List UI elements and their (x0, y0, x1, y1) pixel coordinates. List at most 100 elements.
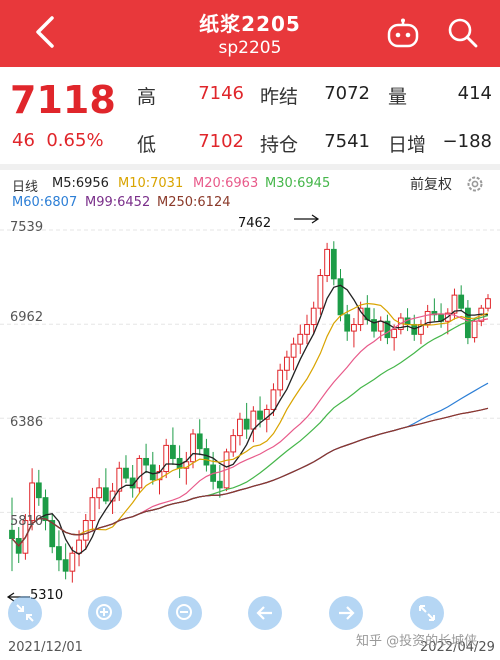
candle-body (451, 294, 458, 314)
ma5-line (11, 284, 489, 555)
zoom-out-button[interactable] (8, 596, 42, 630)
zoom-in-icon (96, 604, 112, 620)
open-interest-label: 持仓 (260, 134, 299, 156)
robot-icon[interactable] (386, 18, 420, 48)
volume-value: 414 (457, 83, 492, 104)
restore-toggle[interactable]: 前复权 (410, 177, 452, 193)
zoom-out-icon (176, 604, 192, 620)
candle-body (263, 408, 270, 420)
pan-right-button[interactable] (329, 596, 363, 630)
candle-body (351, 324, 357, 332)
candlestick-chart[interactable] (0, 212, 500, 632)
ma250-line (11, 407, 489, 547)
candle-body (136, 457, 143, 489)
zoom-in-button[interactable] (88, 596, 122, 630)
candle-body (42, 497, 49, 522)
candle-body (62, 559, 69, 572)
candle-body (123, 467, 129, 479)
candle-body (337, 278, 344, 316)
ma10-line (11, 302, 489, 547)
ma99-label: M99:6452 (85, 195, 151, 210)
candle-body (102, 487, 109, 502)
candle-body (297, 333, 304, 345)
high-value: 7146 (198, 83, 244, 104)
candle-body (310, 307, 317, 326)
expand-icon (419, 605, 435, 621)
search-icon[interactable] (446, 16, 480, 50)
high-label: 高 (137, 86, 157, 108)
back-arrow-icon[interactable] (30, 14, 60, 50)
candle-body (377, 320, 384, 332)
candle-body (250, 410, 257, 430)
change-value: 46 (12, 130, 35, 151)
divider (0, 164, 500, 170)
y-tick-label: 6962 (10, 310, 44, 325)
candle-body (277, 369, 284, 391)
candle-body (56, 546, 62, 561)
last-price: 7118 (10, 78, 116, 122)
pan-left-button[interactable] (248, 596, 282, 630)
page-title: 纸浆2205 (199, 12, 301, 36)
candle-body (29, 482, 36, 522)
candle-body (391, 328, 398, 339)
period-label[interactable]: 日线 (12, 180, 39, 195)
ma20-line (11, 313, 489, 547)
x-start-date: 2021/12/01 (8, 640, 83, 655)
candle-body (196, 433, 203, 450)
zoom-reduce-button[interactable] (168, 596, 202, 630)
candle-body (190, 433, 196, 463)
ma30-line (11, 314, 489, 547)
arrow-left-icon (256, 606, 272, 620)
fullscreen-button[interactable] (410, 596, 444, 630)
candle-body (143, 457, 149, 466)
candle-body (317, 275, 324, 309)
daily-change-value: −188 (442, 131, 492, 152)
ma5-label: M5:6956 (52, 176, 109, 191)
arrow-right-icon (339, 606, 355, 620)
low-label: 低 (137, 134, 157, 156)
candle-body (170, 444, 176, 459)
candle-body (257, 410, 263, 420)
candle-body (330, 248, 337, 280)
candle-body (431, 310, 438, 316)
candle-body (384, 320, 391, 339)
candle-body (357, 307, 364, 326)
candle-body (290, 343, 297, 358)
x-end-date: 2022/04/29 (420, 640, 495, 655)
low-value: 7102 (198, 131, 244, 152)
top-bar: 纸浆2205 sp2205 (0, 0, 500, 67)
y-tick-label: 6386 (10, 415, 44, 430)
low-annotation: 5310 (30, 588, 64, 603)
candle-body (237, 418, 243, 437)
candle-body (116, 467, 123, 492)
prev-settle-label: 昨结 (260, 86, 299, 108)
candle-body (471, 320, 478, 339)
y-tick-label: 5810 (10, 514, 44, 529)
prev-settle-value: 7072 (324, 83, 370, 104)
candle-body (371, 319, 377, 332)
candle-body (485, 298, 491, 309)
watermark: 知乎 @投资的长城侠 (356, 634, 478, 649)
y-tick-label: 7539 (10, 220, 44, 235)
candle-body (304, 324, 310, 335)
open-interest-value: 7541 (324, 131, 370, 152)
high-annotation: 7462 (238, 216, 272, 231)
candle-body (49, 520, 56, 548)
candle-body (458, 294, 465, 309)
candle-body (163, 444, 170, 473)
ma20-label: M20:6963 (193, 176, 259, 191)
candle-body (96, 487, 103, 499)
candle-body (76, 539, 82, 554)
candle-body (344, 314, 351, 332)
change-percent: 0.65% (46, 130, 104, 151)
daily-change-label: 日增 (388, 134, 427, 156)
ma30-label: M30:6945 (265, 176, 331, 191)
candle-body (89, 497, 96, 522)
contract-code: sp2205 (218, 38, 282, 58)
candle-body (216, 480, 223, 489)
settings-gear-icon[interactable] (466, 175, 484, 193)
candle-body (149, 464, 156, 481)
candle-body (35, 482, 42, 499)
shrink-icon (16, 604, 34, 622)
ma250-label: M250:6124 (157, 195, 231, 210)
